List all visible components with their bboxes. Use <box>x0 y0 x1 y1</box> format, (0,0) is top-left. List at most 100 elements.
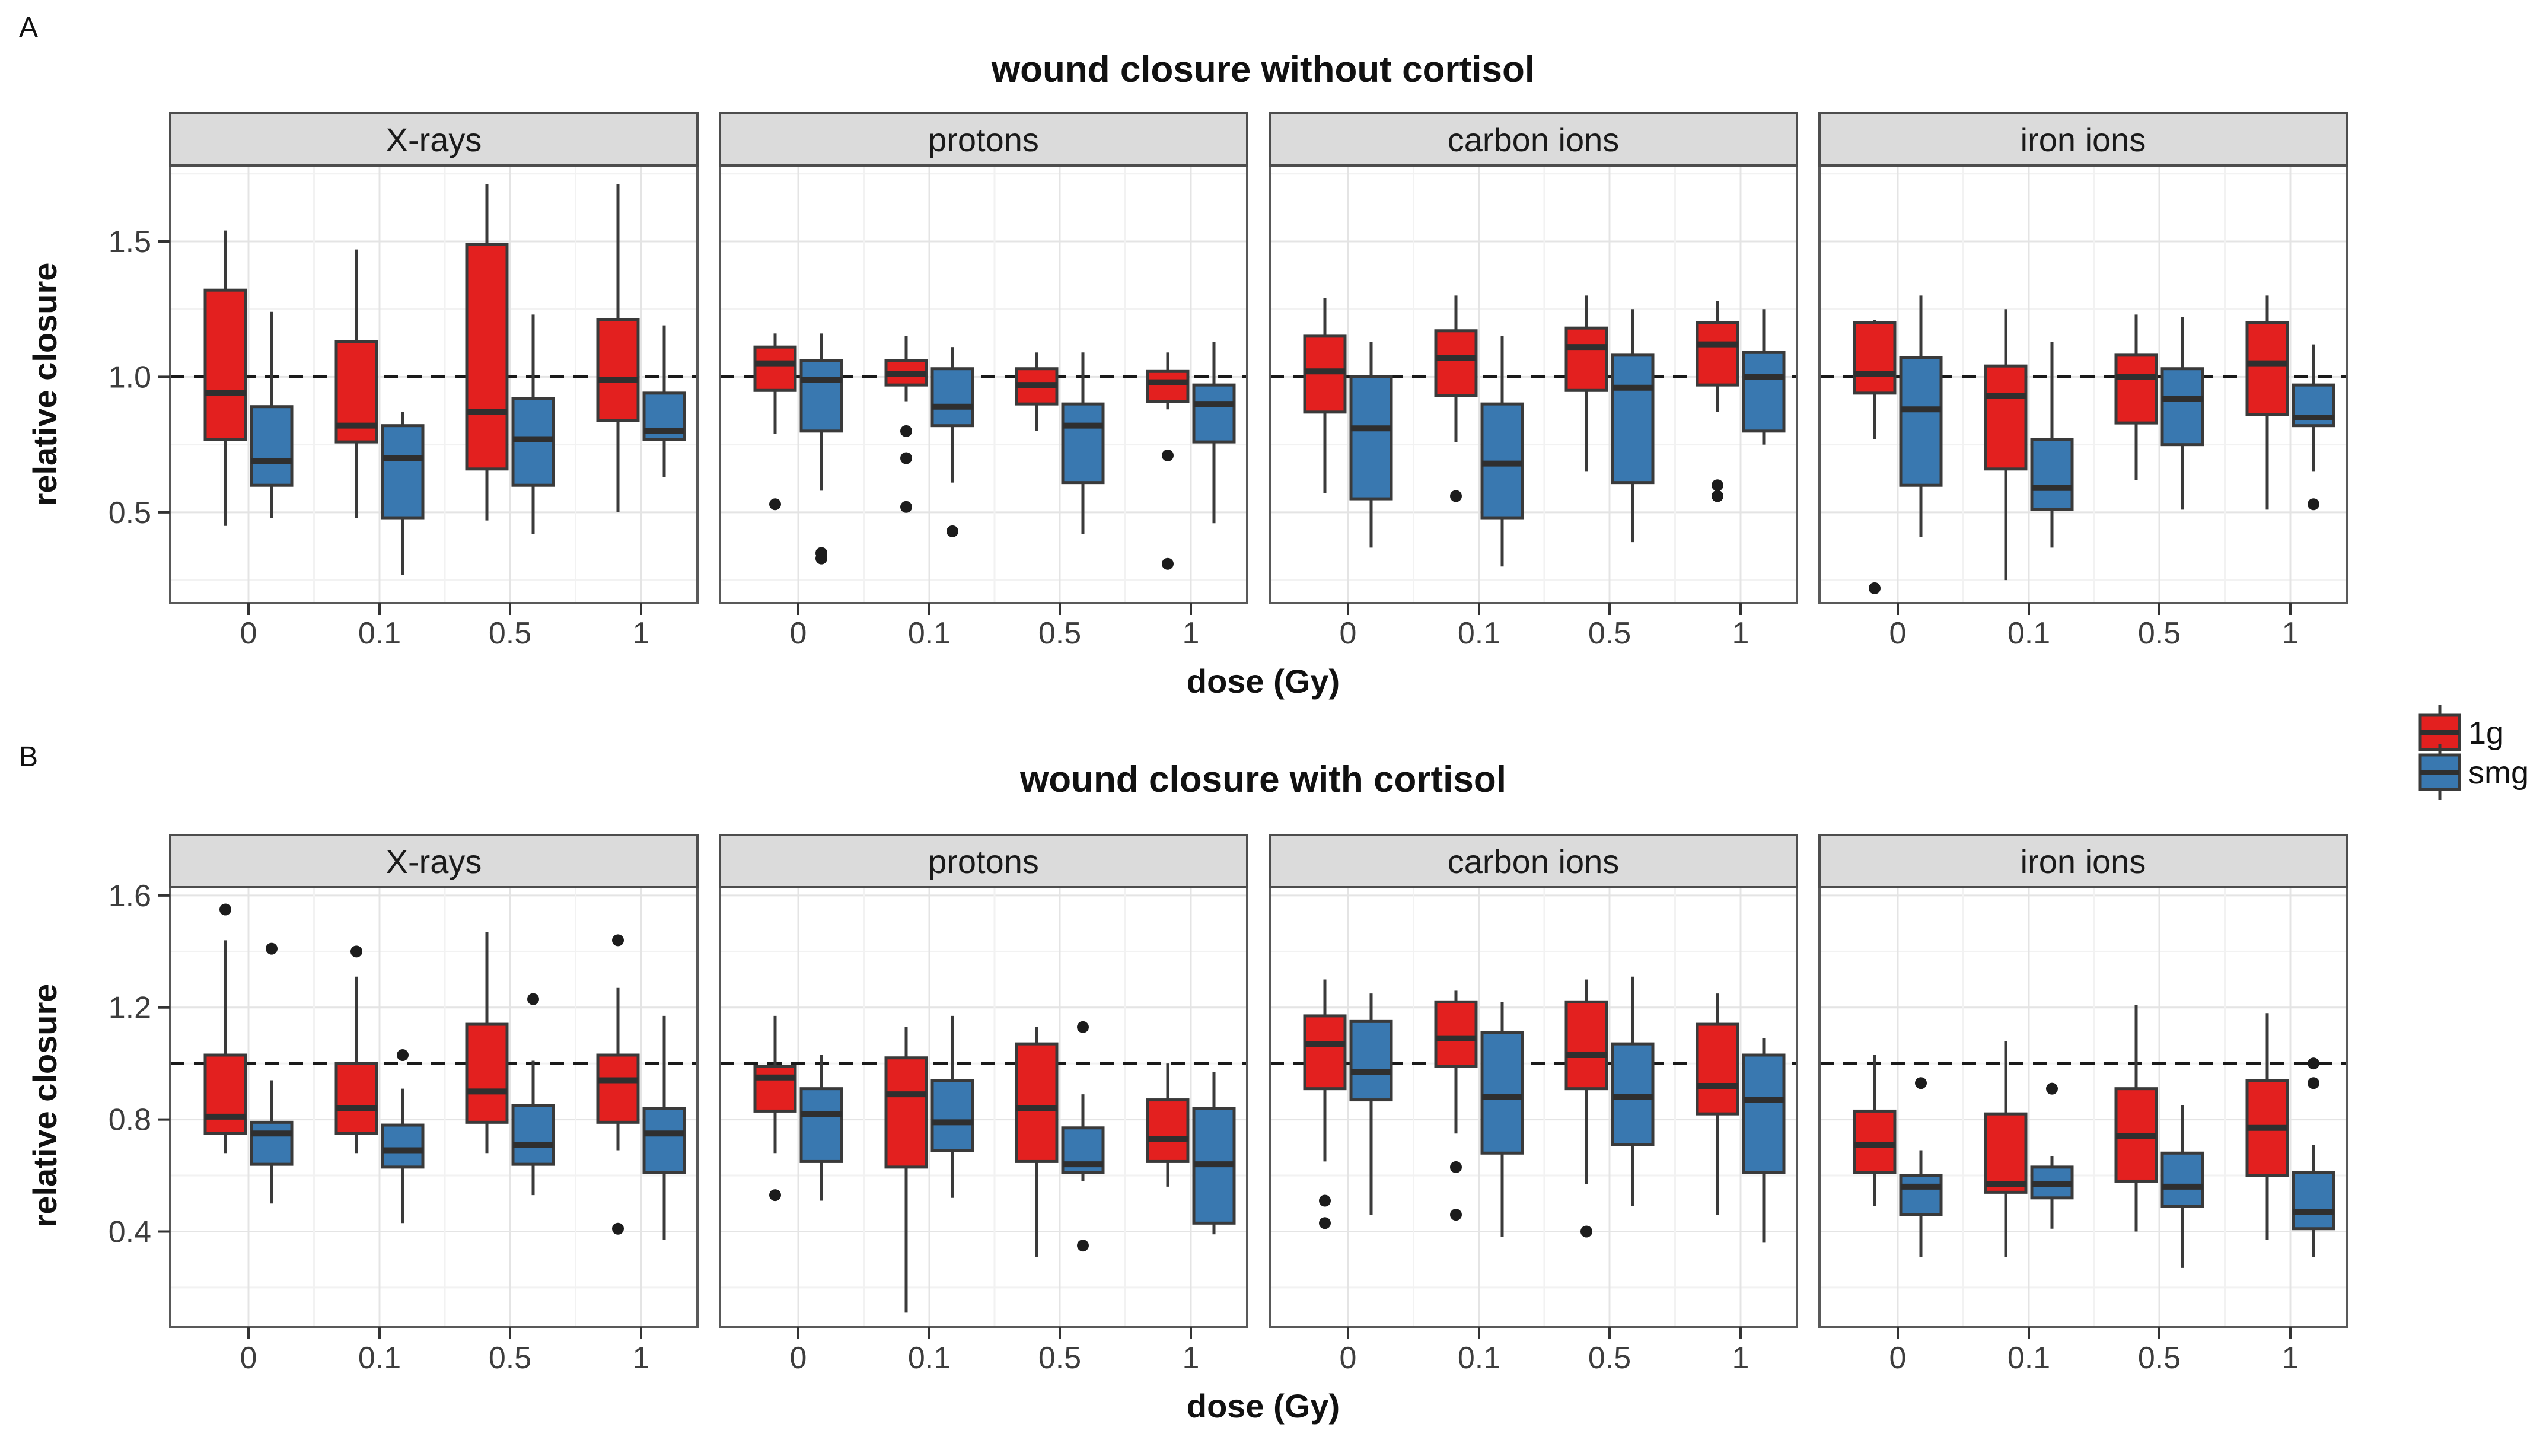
facet-strip <box>1818 112 2348 167</box>
box <box>1146 1098 1190 1163</box>
box <box>1480 1031 1524 1155</box>
boxplot-1g-dose-0.5 <box>1015 352 1059 431</box>
y-tick-label: 0.4 <box>109 1215 151 1249</box>
x-tick-label: 0 <box>790 1341 807 1375</box>
facet-strip-label: iron ions <box>2021 843 2146 880</box>
outlier-point <box>1077 1240 1089 1252</box>
boxplot-smg-dose-0.1 <box>930 347 974 537</box>
box <box>1611 353 1655 485</box>
box <box>799 359 843 433</box>
x-tick-label: 0 <box>240 616 257 651</box>
boxplot-smg-dose-0 <box>799 333 843 565</box>
boxplot-1g-dose-0.5 <box>1015 1027 1059 1257</box>
outlier-point <box>1450 1209 1462 1221</box>
box <box>1899 356 1943 487</box>
y-tick-label: 0.5 <box>109 496 151 530</box>
boxplot-smg-dose-0.1 <box>1480 1002 1524 1237</box>
box <box>203 288 247 441</box>
x-tick-label: 1 <box>633 1341 650 1375</box>
box <box>203 1053 247 1135</box>
boxplot-smg-dose-0 <box>1349 993 1393 1215</box>
box <box>2160 367 2204 447</box>
box <box>250 1120 294 1166</box>
boxplot-1g-dose-0.5 <box>1564 295 1608 472</box>
boxplot-smg-dose-0 <box>1349 342 1393 548</box>
legend-key-smg <box>2418 744 2461 800</box>
box <box>1696 321 1739 387</box>
outlier-point <box>815 552 827 565</box>
box <box>1434 329 1478 397</box>
boxplot-1g-dose-1 <box>1696 993 1739 1215</box>
boxplot-smg-dose-0.5 <box>1611 976 1655 1206</box>
facet-strip-label: iron ions <box>2021 121 2146 158</box>
boxplot-1g-dose-1 <box>596 184 640 512</box>
outlier-point <box>1319 1194 1331 1207</box>
boxplot-1g-dose-0 <box>1303 298 1347 493</box>
boxplot-1g-dose-0.1 <box>1984 309 2028 581</box>
x-tick-label: 1 <box>2282 1341 2299 1375</box>
boxplot-smg-dose-0.5 <box>511 993 555 1196</box>
box <box>596 1053 640 1124</box>
panel-a-x-axis-title: dose (Gy) <box>1187 662 1340 700</box>
boxplot-smg-dose-1 <box>1192 1072 1236 1235</box>
facet-strip-label: carbon ions <box>1448 121 1620 158</box>
outlier-point <box>1915 1077 1927 1089</box>
box <box>1899 1174 1943 1216</box>
box <box>1984 364 2028 471</box>
box <box>1146 369 1190 403</box>
x-tick-label: 0 <box>790 616 807 651</box>
boxplot-1g-dose-0 <box>753 333 797 511</box>
boxplot-1g-dose-0.5 <box>1564 979 1608 1238</box>
x-tick-label: 0 <box>1889 616 1907 651</box>
box <box>2245 321 2289 416</box>
box <box>596 318 640 422</box>
outlier-point <box>2308 1077 2319 1089</box>
facet-strip <box>1818 834 2348 888</box>
x-tick-label: 0.1 <box>2007 616 2050 651</box>
box <box>642 1107 686 1174</box>
outlier-point <box>1869 582 1881 594</box>
boxplot-1g-dose-0.1 <box>1984 1041 2028 1257</box>
box <box>2030 438 2074 511</box>
x-tick-label: 0.5 <box>2138 1341 2181 1375</box>
outlier-point <box>1580 1225 1592 1238</box>
outlier-point <box>900 452 912 464</box>
panel-b-y-axis-title: relative closure <box>26 984 63 1228</box>
y-tick-label: 1.0 <box>109 360 151 394</box>
box <box>1853 321 1897 395</box>
outlier-point <box>947 525 958 537</box>
x-tick-label: 0 <box>1889 1341 1907 1375</box>
boxplot-smg-dose-0 <box>799 1055 843 1201</box>
boxplot-smg-dose-0.1 <box>930 1015 974 1198</box>
outlier-point <box>1712 479 1723 492</box>
box <box>465 243 509 471</box>
panel-b-plot-area: X-rays 0 0.1 0.5 1 0.4 0.8 1.2 1.6 protons 0 0.1 0.5… <box>109 834 2348 1375</box>
outlier-point <box>350 945 362 958</box>
boxplot-1g-dose-0.1 <box>884 1027 928 1313</box>
boxplot-1g-dose-0.1 <box>1434 990 1478 1221</box>
box <box>511 1104 555 1166</box>
box <box>2292 1171 2335 1231</box>
outlier-point <box>1450 490 1462 502</box>
outlier-point <box>1077 1021 1089 1033</box>
boxplot-1g-dose-0 <box>1303 979 1347 1229</box>
x-tick-label: 0 <box>240 1341 257 1375</box>
facet-iron-ions: iron ions 0 0.1 0.5 1 <box>1818 834 2348 1375</box>
boxplot-1g-dose-1 <box>1146 352 1190 570</box>
box <box>250 405 294 487</box>
boxplot-1g-dose-0 <box>203 903 247 1154</box>
outlier-point <box>2308 498 2319 511</box>
boxplot-1g-dose-0.5 <box>465 184 509 521</box>
facet-carbon-ions: carbon ions 0 0.1 0.5 1 <box>1269 834 1798 1375</box>
y-tick-label: 1.5 <box>109 225 151 259</box>
boxplot-smg-dose-0 <box>250 311 294 518</box>
outlier-point <box>397 1049 409 1062</box>
x-tick-label: 1 <box>1732 1341 1749 1375</box>
boxplot-smg-dose-1 <box>1742 1038 1786 1243</box>
boxplot-smg-dose-1 <box>642 325 686 477</box>
boxplot-smg-dose-0.5 <box>2160 1105 2204 1268</box>
x-tick-label: 0.1 <box>358 616 401 651</box>
